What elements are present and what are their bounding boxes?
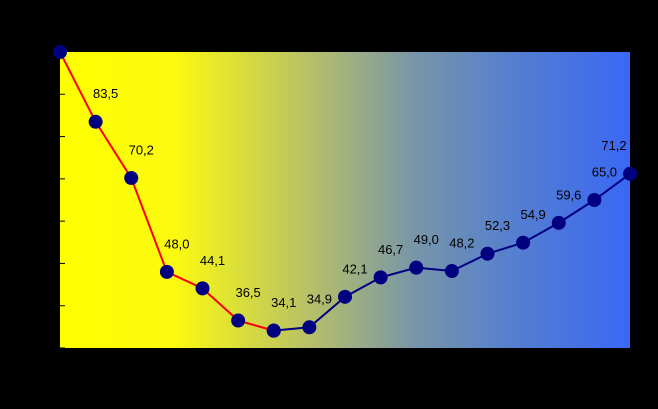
marker [266,323,281,338]
data-label: 46,7 [378,242,403,257]
marker [409,260,424,275]
data-label: 54,9 [520,207,545,222]
marker [88,114,103,129]
data-label: 44,1 [200,253,225,268]
data-label: 59,6 [556,187,581,202]
marker [53,45,67,59]
data-label: 34,1 [271,295,296,310]
marker [124,171,139,186]
data-label: 34,9 [307,292,332,307]
marker [373,270,388,285]
data-label: 71,2 [601,138,626,153]
data-label: 52,3 [485,218,510,233]
marker [480,246,495,261]
marker [338,289,352,304]
marker [551,215,566,230]
data-label: 83,5 [93,86,118,101]
marker [195,281,210,296]
marker [231,313,246,328]
marker [444,264,459,279]
data-label: 36,5 [235,285,260,300]
data-label: 48,0 [164,236,189,251]
marker [159,264,174,279]
marker [623,166,637,181]
data-label: 42,1 [342,261,367,276]
marker [516,235,531,250]
data-label: 48,2 [449,235,474,250]
data-label: 70,2 [129,142,154,157]
data-label: 65,0 [592,164,617,179]
marker [302,320,317,335]
data-label: 49,0 [414,232,439,247]
marker [587,193,602,207]
